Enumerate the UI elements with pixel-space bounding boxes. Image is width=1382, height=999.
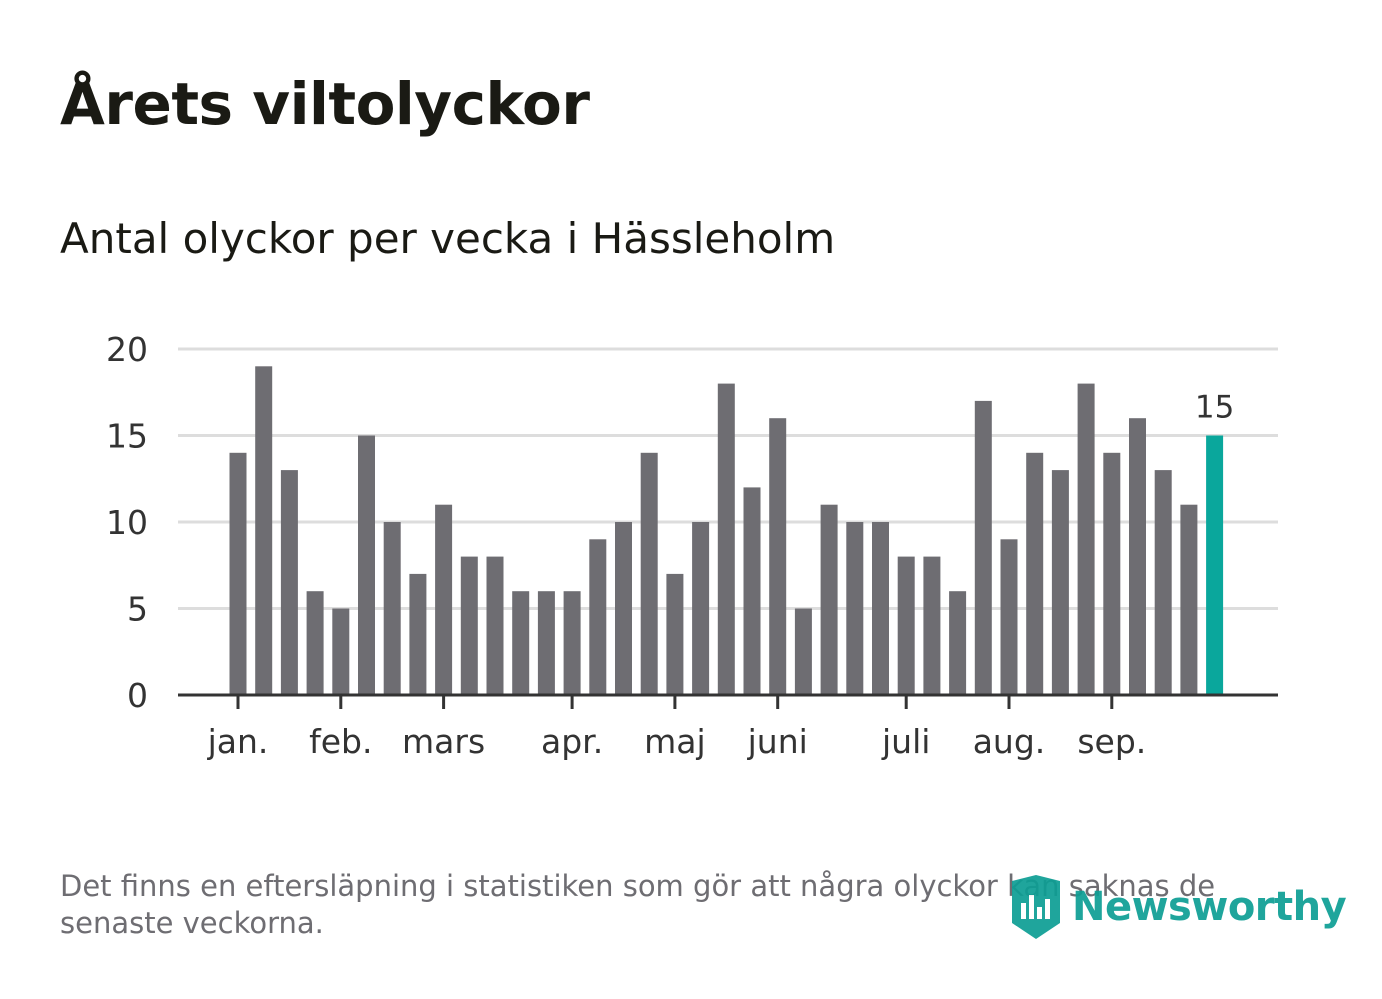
chart-title: Årets viltolyckor xyxy=(60,70,590,138)
bar xyxy=(615,522,632,695)
bar xyxy=(1000,539,1018,695)
x-tick-label: maj xyxy=(644,722,706,761)
y-tick-label: 20 xyxy=(106,330,148,369)
bar xyxy=(358,435,375,695)
y-tick-label: 5 xyxy=(127,590,148,629)
bar xyxy=(409,573,427,695)
bar xyxy=(717,383,735,695)
bar xyxy=(949,591,967,695)
bar xyxy=(1129,418,1146,695)
bar xyxy=(769,418,787,695)
bar xyxy=(974,400,992,695)
bar xyxy=(537,591,555,695)
chart-subtitle: Antal olyckor per vecka i Hässleholm xyxy=(60,214,836,263)
x-tick-label: jan. xyxy=(207,722,269,761)
x-tick-label: juni xyxy=(747,722,808,761)
bar xyxy=(435,504,453,695)
x-tick-label: mars xyxy=(402,722,485,761)
bar xyxy=(666,573,684,695)
highlight-data-label: 15 xyxy=(1195,390,1234,426)
bar xyxy=(1026,452,1044,695)
bar xyxy=(255,366,273,695)
bar xyxy=(229,452,247,695)
y-tick-label: 10 xyxy=(106,503,148,542)
x-tick-label: aug. xyxy=(973,722,1046,761)
bar xyxy=(512,591,530,695)
newsworthy-logo: Newsworthy xyxy=(1010,872,1347,942)
bar xyxy=(589,539,607,695)
bar xyxy=(460,556,478,695)
y-tick-label: 15 xyxy=(106,417,148,456)
bar xyxy=(1154,470,1172,695)
y-tick-label: 0 xyxy=(127,676,148,715)
bar xyxy=(872,522,889,695)
bar xyxy=(486,556,504,695)
bar xyxy=(794,608,812,695)
bar xyxy=(692,522,710,695)
bar xyxy=(1051,470,1069,695)
logo-text: Newsworthy xyxy=(1072,884,1347,930)
bar xyxy=(306,591,324,695)
bar xyxy=(846,522,864,695)
x-tick-label: juli xyxy=(881,722,930,761)
bar xyxy=(1077,383,1095,695)
highlight-bar xyxy=(1206,435,1224,695)
x-tick-label: sep. xyxy=(1077,722,1146,761)
bar xyxy=(332,608,350,695)
bar xyxy=(563,591,581,695)
newsworthy-logo-icon xyxy=(1012,875,1060,939)
bar xyxy=(1103,452,1121,695)
bar xyxy=(923,556,941,695)
bar xyxy=(820,504,838,695)
x-tick-label: apr. xyxy=(541,722,603,761)
x-tick-label: feb. xyxy=(309,722,372,761)
bar xyxy=(280,470,298,695)
bar xyxy=(897,556,915,695)
bar xyxy=(383,522,401,695)
bar xyxy=(1180,504,1198,695)
bar xyxy=(743,487,761,695)
bar xyxy=(640,452,658,695)
